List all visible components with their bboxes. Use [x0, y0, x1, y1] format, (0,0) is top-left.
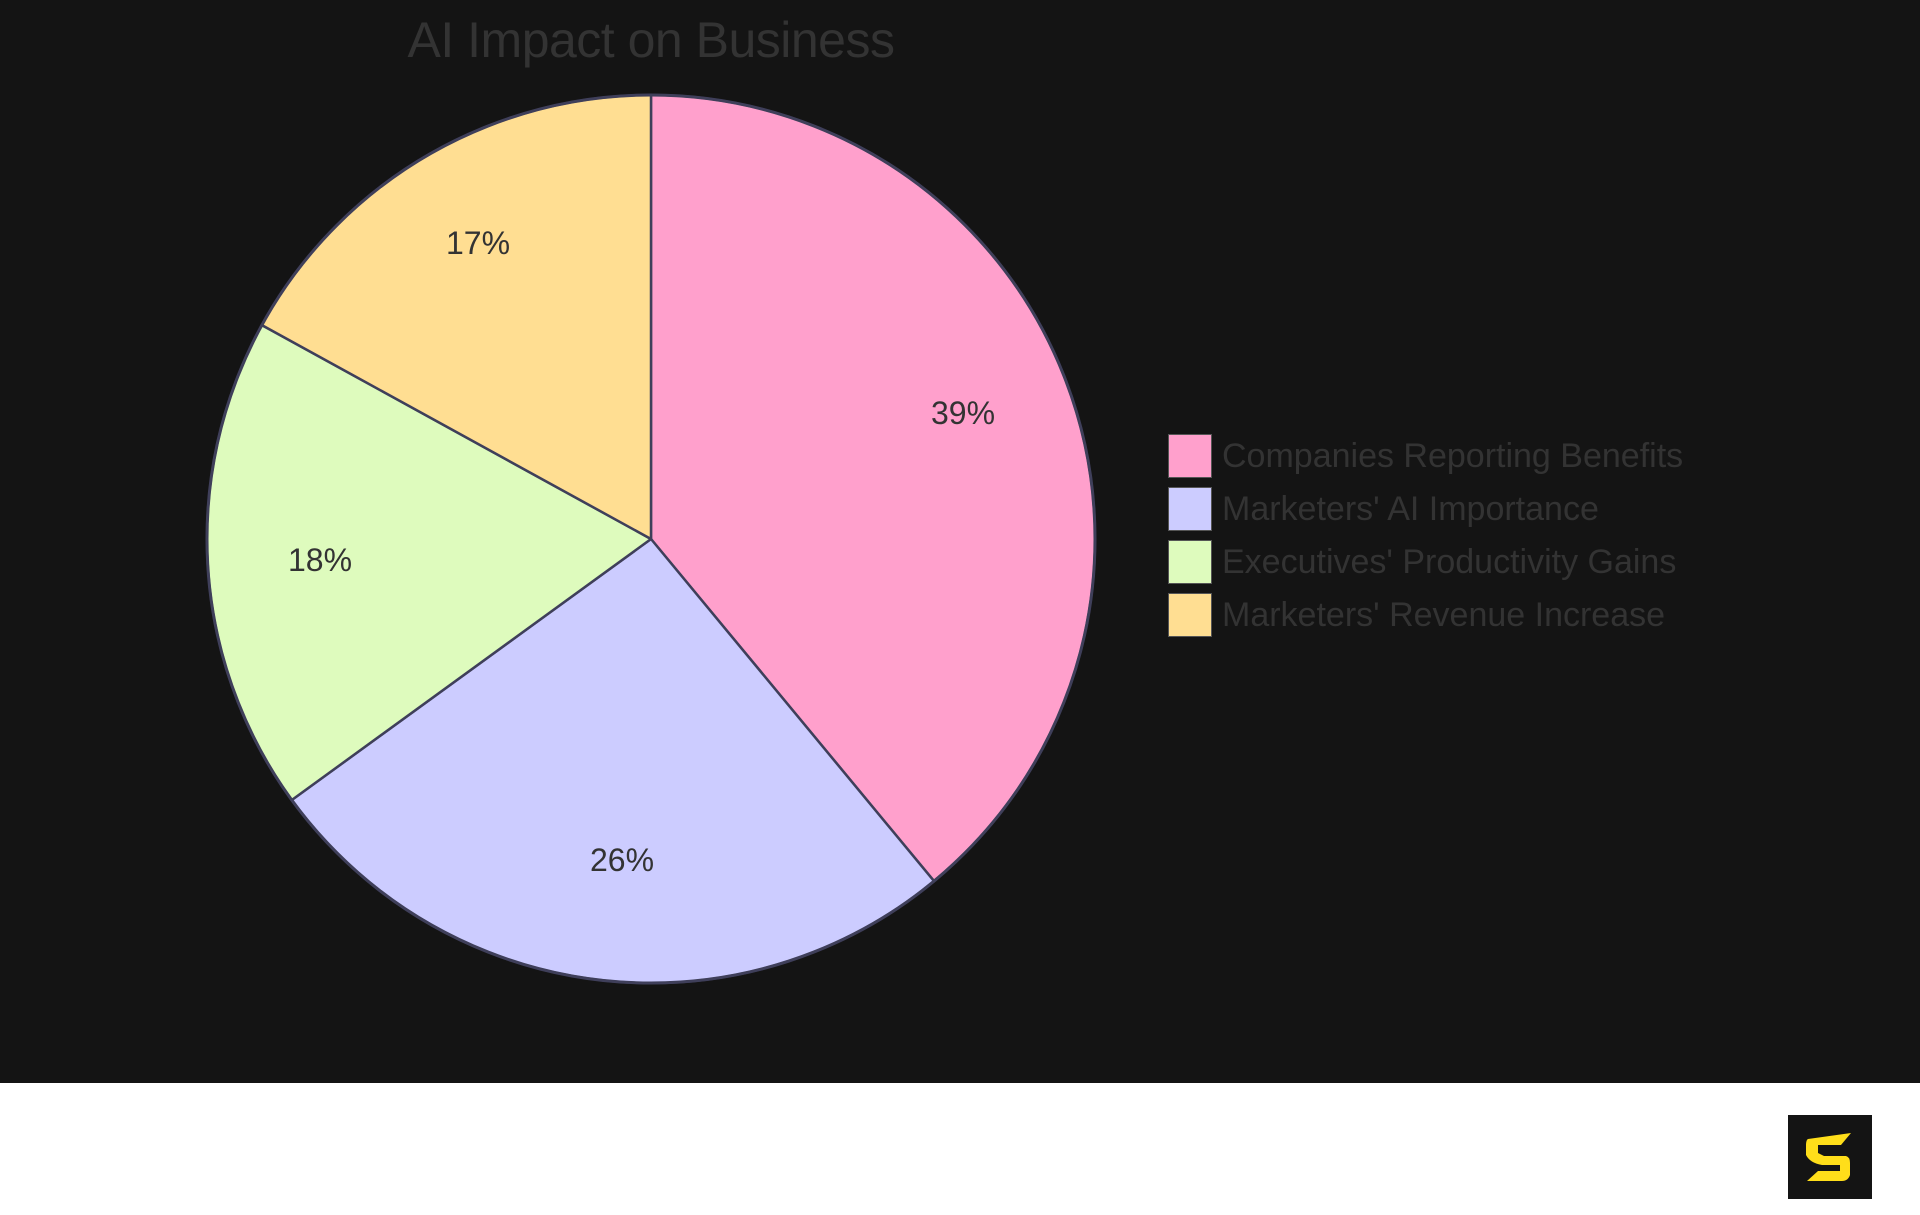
- legend: Companies Reporting Benefits Marketers' …: [1168, 433, 1683, 645]
- chart-title: AI Impact on Business: [407, 12, 895, 68]
- legend-swatch-pink: [1168, 434, 1212, 478]
- slice-label-26: 26%: [590, 842, 654, 878]
- legend-label: Marketers' Revenue Increase: [1222, 595, 1666, 634]
- slice-label-17: 17%: [446, 225, 510, 261]
- slice-label-18: 18%: [288, 542, 352, 578]
- chart-panel: AI Impact on Business 39% 26% 18% 17% Co…: [0, 0, 1920, 1083]
- slice-label-39: 39%: [931, 395, 995, 431]
- legend-swatch-lavender: [1168, 487, 1212, 531]
- legend-item[interactable]: Marketers' Revenue Increase: [1168, 592, 1683, 638]
- brand-logo[interactable]: [1788, 1115, 1872, 1199]
- legend-item[interactable]: Executives' Productivity Gains: [1168, 539, 1683, 585]
- legend-swatch-yellow: [1168, 593, 1212, 637]
- legend-label: Marketers' AI Importance: [1222, 489, 1599, 528]
- legend-item[interactable]: Marketers' AI Importance: [1168, 486, 1683, 532]
- s-logo-icon: [1806, 1133, 1851, 1181]
- legend-swatch-green: [1168, 540, 1212, 584]
- pie-chart: 39% 26% 18% 17%: [205, 93, 1097, 985]
- legend-label: Companies Reporting Benefits: [1222, 436, 1684, 475]
- legend-label: Executives' Productivity Gains: [1222, 542, 1677, 581]
- legend-item[interactable]: Companies Reporting Benefits: [1168, 433, 1683, 479]
